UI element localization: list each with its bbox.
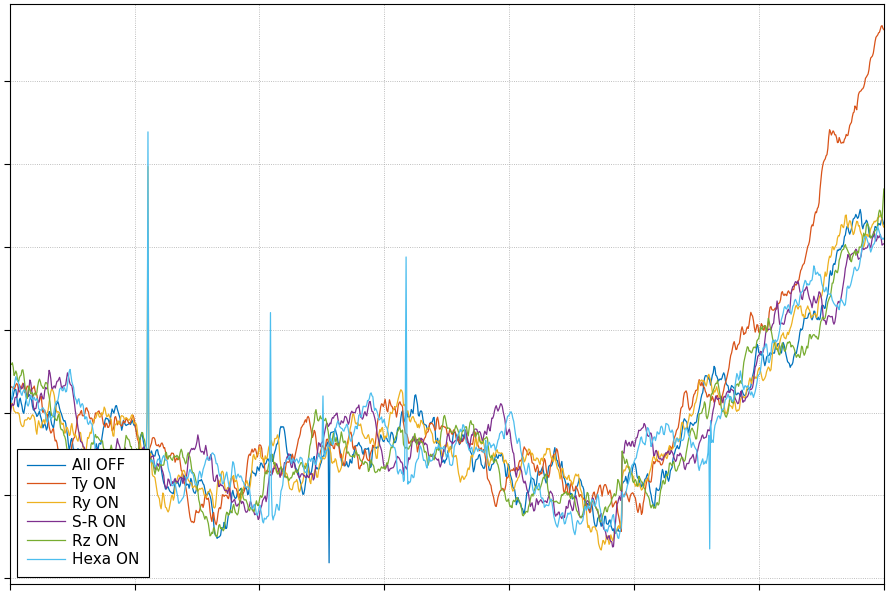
Line: S-R ON: S-R ON: [10, 232, 884, 547]
All OFF: [606, 522, 616, 529]
All OFF: [390, 438, 400, 446]
S-R ON: [878, 240, 888, 247]
Ry ON: [359, 433, 369, 440]
Hexa ON: [606, 520, 616, 527]
Hexa ON: [359, 403, 369, 410]
S-R ON: [390, 460, 400, 467]
Ry ON: [93, 413, 104, 420]
Ty ON: [876, 22, 887, 29]
All OFF: [878, 221, 888, 228]
Line: Hexa ON: Hexa ON: [10, 132, 884, 549]
Rz ON: [702, 413, 713, 420]
Ry ON: [703, 371, 714, 378]
Hexa ON: [4, 396, 15, 403]
Hexa ON: [878, 235, 888, 242]
Hexa ON: [390, 447, 400, 454]
S-R ON: [687, 453, 698, 460]
All OFF: [702, 375, 713, 383]
Rz ON: [359, 460, 369, 467]
Line: Rz ON: Rz ON: [10, 189, 884, 536]
S-R ON: [868, 228, 879, 235]
S-R ON: [358, 414, 369, 421]
Ry ON: [4, 407, 15, 414]
S-R ON: [605, 536, 615, 544]
S-R ON: [607, 544, 618, 551]
Ty ON: [93, 407, 104, 415]
All OFF: [855, 206, 866, 213]
Ry ON: [143, 163, 154, 170]
Rz ON: [687, 425, 698, 432]
Rz ON: [4, 358, 15, 365]
Hexa ON: [143, 128, 154, 135]
Ry ON: [878, 223, 888, 230]
All OFF: [324, 559, 335, 566]
Ry ON: [607, 534, 617, 541]
Ry ON: [390, 403, 400, 410]
Line: All OFF: All OFF: [10, 210, 884, 563]
Rz ON: [93, 435, 104, 443]
Hexa ON: [704, 545, 715, 552]
Legend: All OFF, Ty ON, Ry ON, S-R ON, Rz ON, Hexa ON: All OFF, Ty ON, Ry ON, S-R ON, Rz ON, He…: [18, 449, 149, 577]
Ty ON: [358, 455, 369, 462]
Ty ON: [616, 527, 627, 535]
All OFF: [687, 421, 698, 428]
Ty ON: [702, 393, 713, 400]
Hexa ON: [687, 441, 698, 448]
Ty ON: [878, 26, 888, 33]
S-R ON: [702, 426, 713, 433]
Hexa ON: [93, 463, 104, 470]
Ty ON: [390, 403, 400, 410]
Ty ON: [605, 486, 615, 494]
Rz ON: [390, 434, 400, 441]
All OFF: [359, 447, 369, 454]
Rz ON: [606, 500, 616, 507]
Ty ON: [687, 402, 698, 409]
All OFF: [4, 389, 15, 396]
Ry ON: [688, 410, 699, 418]
Ty ON: [4, 384, 15, 391]
Line: Ty ON: Ty ON: [10, 26, 884, 531]
S-R ON: [4, 414, 15, 421]
Rz ON: [210, 533, 221, 540]
Hexa ON: [702, 449, 713, 456]
Rz ON: [878, 185, 888, 192]
Line: Ry ON: Ry ON: [10, 167, 884, 550]
All OFF: [93, 440, 104, 447]
S-R ON: [93, 448, 104, 456]
Ry ON: [596, 546, 607, 554]
